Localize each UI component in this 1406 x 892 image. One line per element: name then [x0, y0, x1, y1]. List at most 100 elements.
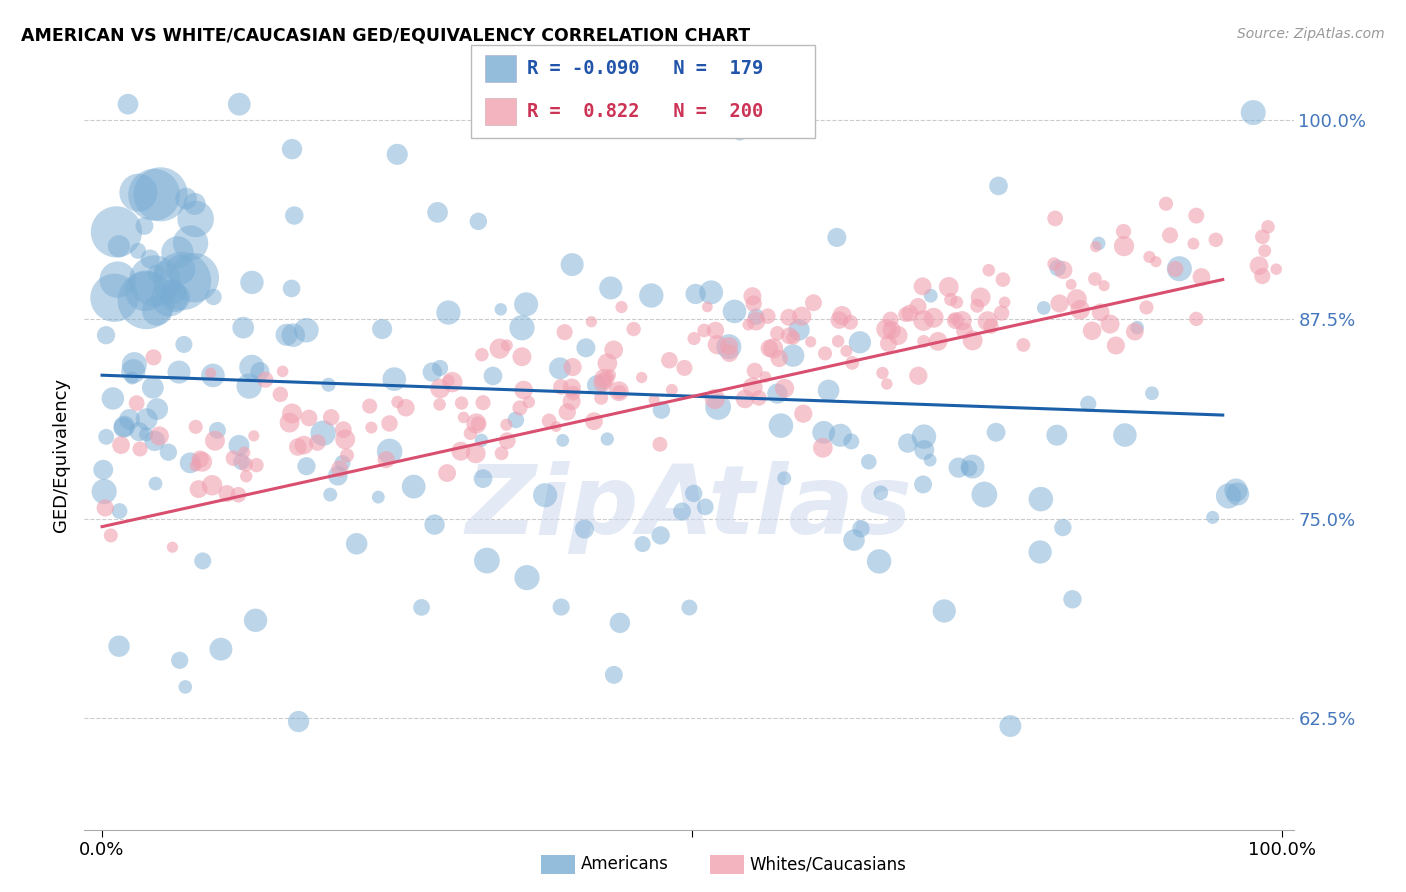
Point	[683, 332, 706, 346]
Point	[188, 452, 211, 467]
Point	[1164, 262, 1187, 277]
Point	[215, 486, 238, 500]
Point	[173, 337, 195, 351]
Point	[169, 653, 191, 667]
Point	[321, 410, 343, 425]
Point	[762, 342, 785, 356]
Point	[127, 186, 149, 200]
Point	[169, 262, 191, 277]
Point	[734, 392, 756, 406]
Point	[295, 323, 318, 337]
Point	[496, 434, 519, 448]
Point	[292, 438, 315, 452]
Point	[184, 420, 207, 434]
Point	[235, 469, 257, 483]
Point	[367, 490, 389, 504]
Point	[1046, 260, 1069, 275]
Text: Whites/Caucasians: Whites/Caucasians	[749, 855, 907, 873]
Point	[898, 306, 921, 320]
Point	[1069, 302, 1091, 317]
Point	[934, 604, 956, 618]
Point	[1182, 236, 1205, 251]
Point	[748, 391, 770, 405]
Point	[280, 281, 302, 295]
Point	[162, 540, 184, 554]
Point	[648, 437, 671, 451]
Point	[1225, 483, 1247, 497]
Point	[450, 396, 472, 410]
Point	[231, 455, 253, 469]
Point	[1084, 240, 1107, 254]
Point	[465, 417, 488, 431]
Point	[142, 381, 165, 395]
Point	[402, 480, 425, 494]
Point	[678, 600, 700, 615]
Point	[94, 500, 117, 515]
Point	[1241, 105, 1264, 120]
Point	[287, 440, 309, 454]
Point	[470, 434, 492, 448]
Point	[945, 313, 967, 327]
Point	[165, 291, 187, 305]
Point	[990, 306, 1012, 320]
Point	[551, 434, 574, 448]
Point	[378, 444, 401, 458]
Point	[1049, 296, 1071, 310]
Point	[1251, 268, 1274, 283]
Point	[1185, 311, 1208, 326]
Text: AMERICAN VS WHITE/CAUCASIAN GED/EQUIVALENCY CORRELATION CHART: AMERICAN VS WHITE/CAUCASIAN GED/EQUIVALE…	[21, 27, 751, 45]
Point	[100, 528, 122, 542]
Point	[897, 436, 920, 450]
Point	[142, 351, 165, 365]
Point	[1144, 254, 1167, 268]
Point	[920, 453, 942, 467]
Point	[512, 383, 534, 397]
Point	[112, 419, 135, 434]
Point	[134, 219, 156, 233]
Point	[912, 429, 935, 443]
Point	[1043, 257, 1066, 271]
Point	[912, 334, 935, 349]
Point	[482, 368, 505, 383]
Point	[1114, 428, 1136, 442]
Point	[202, 290, 225, 304]
Point	[420, 365, 443, 379]
Point	[170, 274, 193, 288]
Point	[1062, 592, 1084, 607]
Point	[336, 448, 359, 462]
Point	[117, 97, 139, 112]
Point	[858, 455, 880, 469]
Point	[1087, 236, 1109, 251]
Point	[91, 463, 114, 477]
Point	[201, 368, 224, 383]
Point	[603, 668, 626, 682]
Point	[693, 324, 716, 338]
Point	[849, 522, 872, 536]
Point	[685, 287, 707, 301]
Point	[472, 472, 495, 486]
Point	[1012, 338, 1035, 352]
Point	[1154, 196, 1177, 211]
Point	[596, 356, 619, 370]
Point	[718, 346, 741, 360]
Point	[382, 372, 405, 386]
Point	[329, 462, 352, 476]
Point	[93, 484, 115, 499]
Point	[1123, 325, 1146, 339]
Point	[464, 446, 486, 460]
Point	[828, 313, 851, 327]
Point	[278, 416, 301, 430]
Point	[754, 370, 776, 384]
Point	[1112, 224, 1135, 238]
Text: R = -0.090   N =  179: R = -0.090 N = 179	[527, 59, 763, 78]
Point	[148, 429, 170, 443]
Point	[488, 342, 510, 356]
Point	[814, 346, 837, 360]
Point	[1205, 233, 1227, 247]
Point	[318, 377, 340, 392]
Point	[1105, 338, 1128, 352]
Point	[124, 358, 146, 372]
Point	[718, 339, 741, 353]
Point	[429, 397, 451, 411]
Point	[1084, 272, 1107, 286]
